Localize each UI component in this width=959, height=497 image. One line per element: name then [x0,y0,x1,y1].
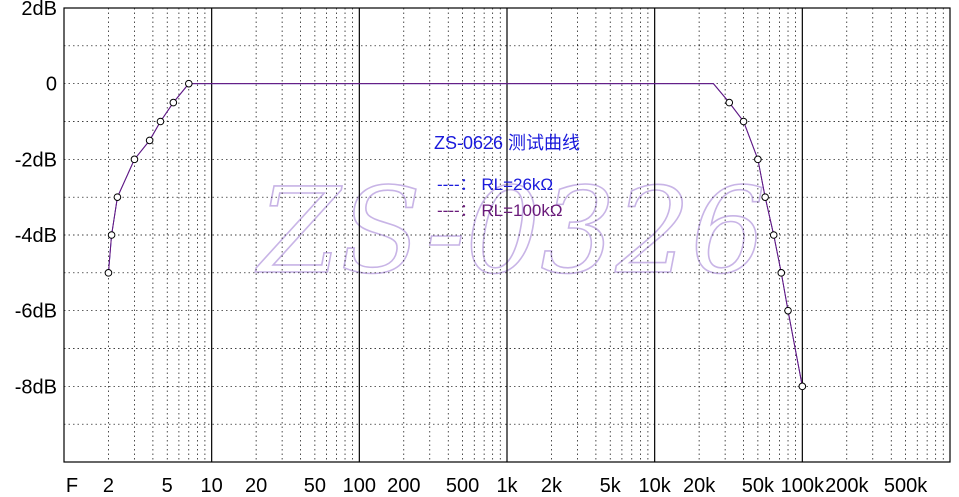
x-tick-label: 2k [541,475,563,497]
data-point-marker [798,382,807,391]
x-tick-label: 50 [304,475,326,497]
data-point-marker [169,98,178,107]
x-tick-label: 2 [103,475,114,497]
data-point-marker [754,155,762,164]
data-point-marker [145,136,154,145]
y-tick-label: -4dB [15,225,57,247]
watermark-text: ZS-0326 [254,162,765,300]
x-axis-label: F [66,475,78,497]
x-tick-label: 50k [742,475,775,497]
y-tick-label: -2dB [15,149,57,171]
x-tick-label: 200k [825,475,869,497]
x-tick-label: 500 [446,475,479,497]
y-tick-label: 2dB [21,0,57,20]
legend-entry-rl-100k: ----： RL=100kΩ [437,201,563,220]
chart-title: ZS-0626 测试曲线 [434,133,580,153]
series-line-2 [107,83,803,387]
x-tick-label: 5 [162,475,173,497]
x-tick-label: 500k [884,475,928,497]
data-point-marker [777,269,786,277]
data-point-marker [184,79,193,88]
data-point-marker [156,117,165,126]
data-point-marker [784,306,792,315]
legend-entry-rl-26k: ----： RL=26kΩ [437,175,553,194]
data-point-marker [739,117,748,126]
x-tick-label: 5k [600,475,622,497]
data-point-marker [113,193,122,201]
x-tick-label: 10 [201,475,223,497]
data-point-marker [725,98,734,107]
x-tick-label: 20k [683,475,716,497]
data-point-marker [769,231,778,239]
x-tick-label: 100 [343,475,376,497]
x-tick-label: 100k [781,475,825,497]
y-tick-label: 0 [46,74,57,96]
data-point-marker [107,231,116,239]
x-tick-label: 1k [496,475,518,497]
y-tick-label: -6dB [15,301,57,323]
data-point-marker [104,269,113,277]
y-tick-label: -8dB [15,376,57,398]
x-tick-label: 10k [639,475,672,497]
data-point-marker [130,155,139,164]
data-point-marker [761,193,769,201]
x-tick-label: 200 [387,475,420,497]
x-tick-label: 20 [245,475,267,497]
